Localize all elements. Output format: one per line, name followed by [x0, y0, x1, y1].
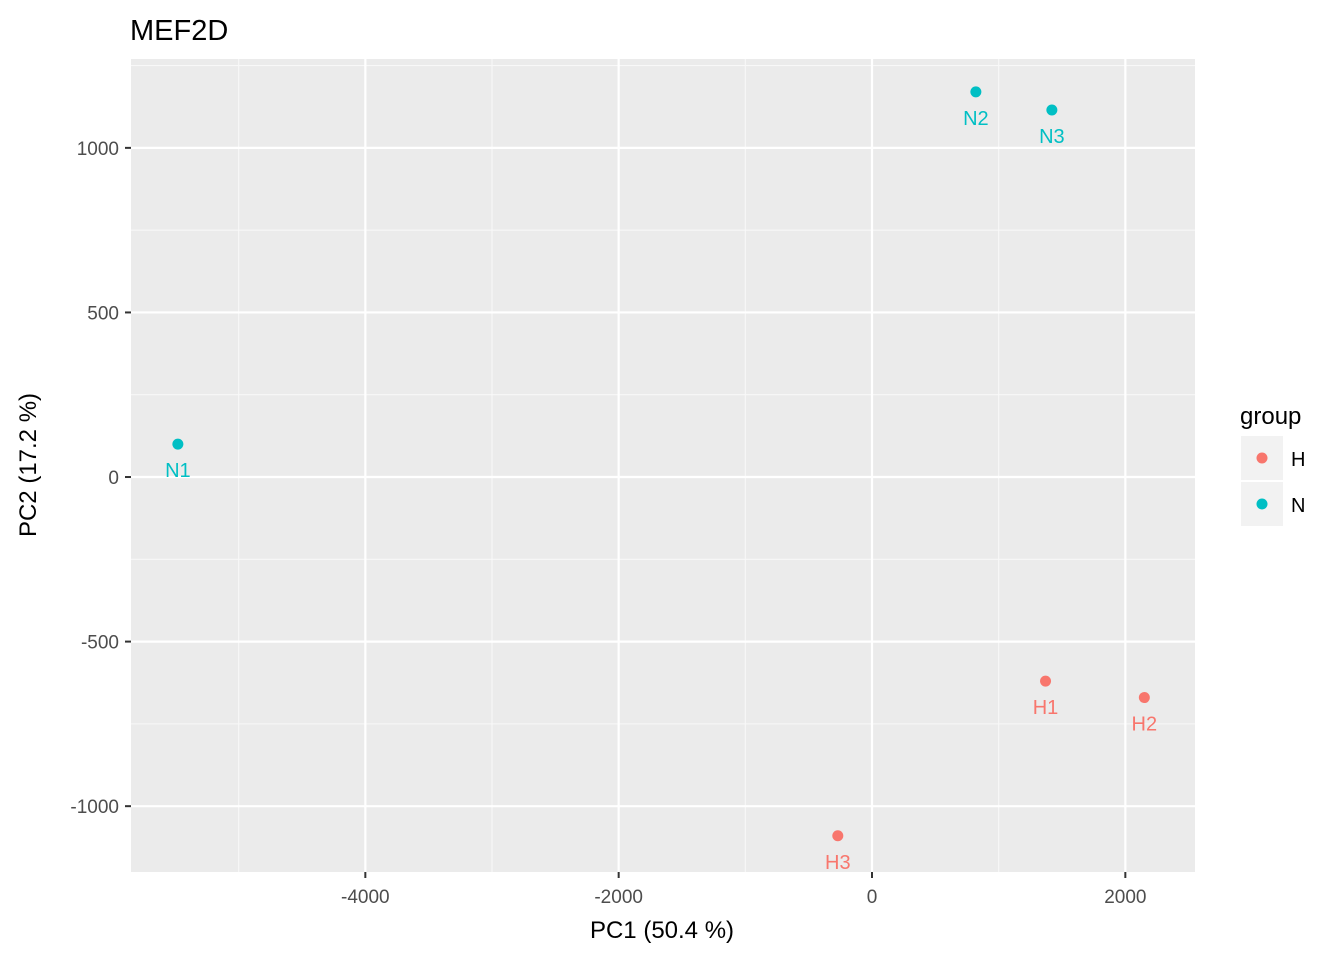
- y-axis-title: PC2 (17.2 %): [15, 393, 42, 537]
- y-tick-label: 0: [108, 468, 119, 489]
- x-tick-label: 0: [867, 887, 878, 908]
- point-label-n3: N3: [1039, 126, 1065, 148]
- y-tick-label: -500: [81, 633, 119, 654]
- chart-title: MEF2D: [130, 15, 228, 47]
- data-points: N1 N2 N3 H1 H2 H3: [165, 86, 1158, 874]
- data-point-n2: [970, 86, 982, 98]
- legend: group H N: [1240, 403, 1305, 526]
- data-point-h2: [1138, 692, 1150, 704]
- data-point-h1: [1040, 675, 1052, 687]
- axes: -4000 -2000 0 2000 -1000 -500 0 500 1000: [70, 139, 1146, 908]
- data-point-n3: [1046, 104, 1058, 116]
- legend-swatch-n: [1256, 498, 1268, 510]
- legend-label-h: H: [1291, 449, 1305, 471]
- point-label-h1: H1: [1033, 697, 1059, 719]
- y-tick-label: 500: [87, 303, 119, 324]
- point-label-h3: H3: [825, 852, 851, 874]
- legend-label-n: N: [1291, 495, 1305, 517]
- x-tick-label: -4000: [341, 887, 390, 908]
- major-gridlines: [131, 59, 1195, 872]
- point-label-h2: H2: [1132, 714, 1158, 736]
- y-tick-label: 1000: [77, 139, 119, 160]
- x-axis-title: PC1 (50.4 %): [590, 917, 734, 944]
- legend-title: group: [1240, 403, 1301, 430]
- plot-panel: [131, 59, 1195, 872]
- y-tick-label: -1000: [70, 797, 119, 818]
- x-tick-label: 2000: [1104, 887, 1146, 908]
- point-label-n2: N2: [963, 108, 989, 130]
- legend-swatch-h: [1256, 452, 1268, 464]
- point-label-n1: N1: [165, 460, 191, 482]
- minor-gridlines: [131, 59, 1195, 872]
- x-tick-label: -2000: [594, 887, 643, 908]
- data-point-n1: [172, 438, 184, 450]
- data-point-h3: [832, 830, 844, 842]
